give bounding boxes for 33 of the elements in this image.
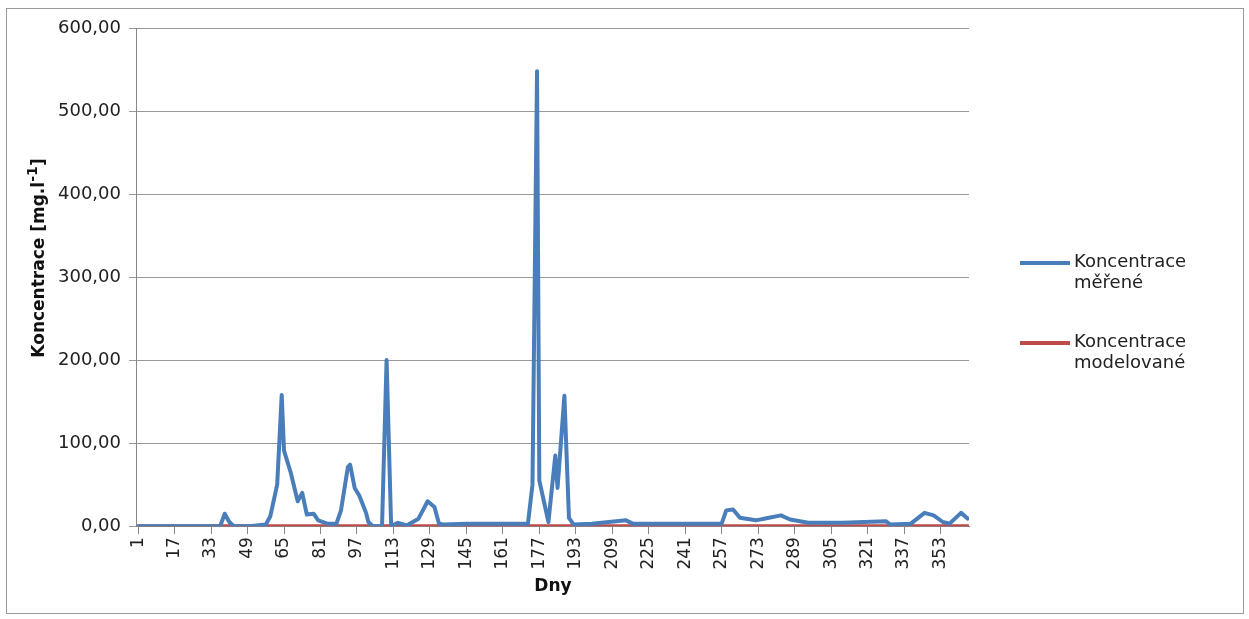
x-tick-label: 289 — [783, 537, 804, 570]
x-tick-label: 97 — [345, 537, 366, 559]
x-tick-label: 177 — [527, 537, 548, 570]
y-tick-label: 0,00 — [80, 513, 121, 535]
x-tick-label: 33 — [199, 537, 220, 559]
legend-label: Koncentrace modelované — [1074, 330, 1188, 372]
x-tick-label: 209 — [600, 537, 621, 570]
y-tick-label: 100,00 — [58, 430, 121, 452]
x-tick-label: 65 — [272, 537, 293, 559]
legend-label: Koncentrace měřené — [1074, 250, 1188, 292]
x-tick-label: 17 — [163, 537, 184, 559]
x-axis-title: Dny — [534, 575, 572, 596]
x-tick-label: 337 — [892, 537, 913, 570]
x-tick-label: 145 — [454, 537, 475, 570]
x-tick-label: 353 — [928, 537, 949, 570]
x-tick-label: 81 — [308, 537, 329, 559]
x-tick-label: 257 — [710, 537, 731, 570]
x-tick-label: 161 — [491, 537, 512, 570]
x-tick-label: 193 — [564, 537, 585, 570]
x-tick-label: 241 — [673, 537, 694, 570]
x-tick-label: 225 — [637, 537, 658, 570]
x-tick-label: 305 — [819, 537, 840, 570]
x-tick-label: 273 — [746, 537, 767, 570]
y-tick-label: 500,00 — [58, 98, 121, 120]
y-tick-label: 300,00 — [58, 264, 121, 286]
x-tick-label: 49 — [235, 537, 256, 559]
x-tick-label: 321 — [855, 537, 876, 570]
x-tick-label: 113 — [381, 537, 402, 570]
x-tick-label: 129 — [418, 537, 439, 570]
x-tick-label: 1 — [126, 537, 147, 548]
y-tick-label: 200,00 — [58, 347, 121, 369]
y-tick-label: 600,00 — [58, 15, 121, 37]
y-tick-label: 400,00 — [58, 181, 121, 203]
